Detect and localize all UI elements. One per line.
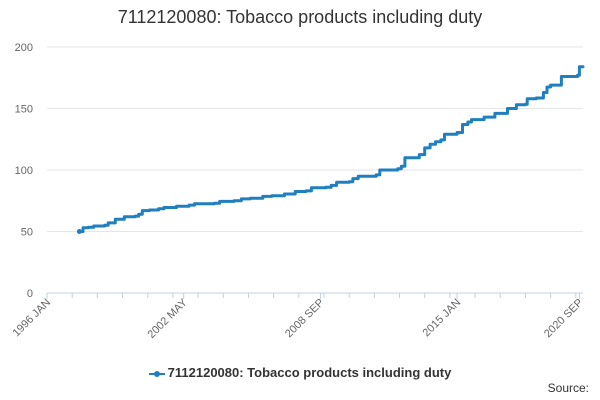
x-tick-label: 2015 JAN (421, 297, 464, 340)
y-tick-label: 200 (15, 42, 33, 54)
series-layer (76, 65, 585, 234)
y-tick-label: 50 (21, 227, 33, 239)
series-point (76, 229, 82, 234)
grid-lines (47, 46, 583, 232)
x-tick-label: 1996 JAN (10, 297, 53, 340)
source-label: Source: (547, 381, 589, 395)
chart-title: 7112120080: Tobacco products including d… (117, 7, 483, 27)
y-tick-label: 150 (15, 104, 33, 116)
legend[interactable]: 7112120080: Tobacco products including d… (0, 365, 600, 380)
y-tick-label: 100 (15, 165, 33, 177)
y-axis: 0 50 100 150 200 (15, 42, 33, 300)
x-tick-label: 2020 SEP (542, 297, 586, 341)
series-line (77, 65, 585, 233)
legend-label: 7112120080: Tobacco products including d… (167, 365, 452, 380)
x-tick-label: 2008 SEP (283, 297, 327, 341)
legend-dot (153, 370, 160, 377)
legend-series-marker-icon (148, 368, 165, 380)
x-axis: 1996 JAN 2002 MAY 2008 SEP 2015 JAN 2020 SEP (10, 292, 586, 341)
x-tick-label: 2002 MAY (146, 296, 191, 341)
y-tick-label: 0 (27, 288, 33, 300)
